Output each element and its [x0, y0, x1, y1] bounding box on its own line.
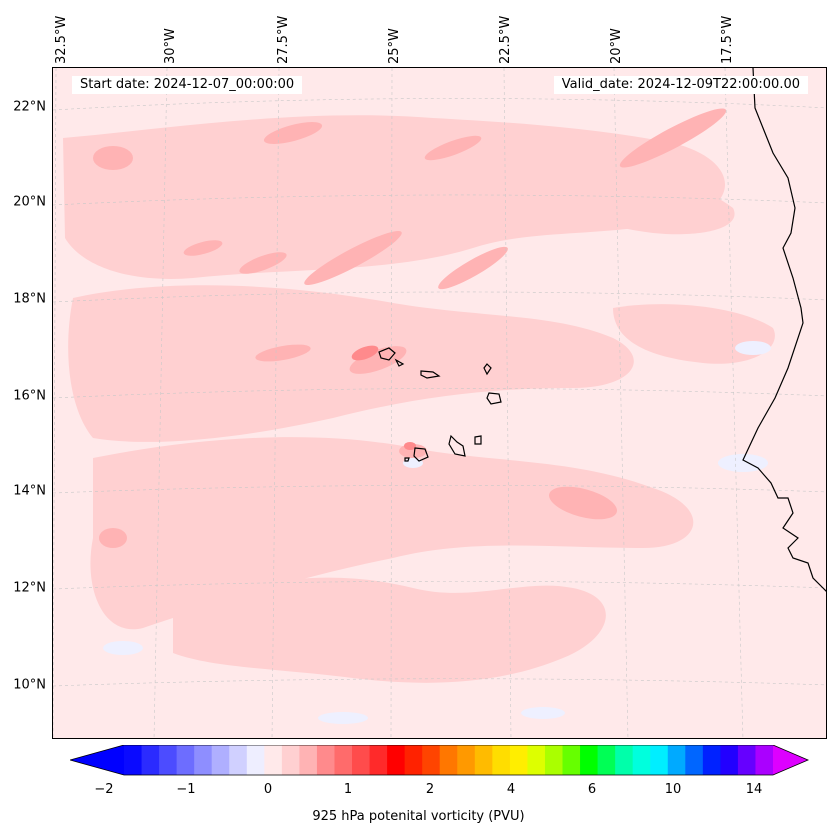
colorbar-cell [176, 745, 195, 775]
colorbar-tick-4: 4 [506, 782, 516, 797]
colorbar-cell [194, 745, 213, 775]
colorbar-under-arrow [70, 745, 124, 775]
colorbar-cell [737, 745, 757, 775]
colorbar-cell [229, 745, 248, 775]
colorbar-tick-6: 6 [587, 782, 597, 797]
colorbar-cell [650, 745, 669, 775]
colorbar-tick-0: 0 [263, 782, 273, 797]
colorbar-tick-1: 1 [343, 782, 353, 797]
pv-negative-areas [103, 341, 771, 724]
colorbar-cell [527, 745, 546, 775]
colorbar-cell [615, 745, 634, 775]
lon-label-22.5w: 22.5°W [498, 15, 513, 64]
colorbar-cell [299, 745, 318, 775]
colorbar-cell [211, 745, 230, 775]
valid-date-label: Valid_date: 2024-12-09T22:00:00.00 [553, 76, 808, 94]
lon-label-27.5w: 27.5°W [276, 15, 291, 64]
lat-label-14n: 14°N [13, 483, 46, 499]
colorbar [70, 745, 810, 776]
lon-label-30w: 30°W [163, 28, 178, 64]
colorbar-cells [124, 745, 774, 775]
colorbar-cell [439, 745, 458, 775]
pv-mid-areas [93, 108, 727, 548]
colorbar-outline [70, 745, 810, 776]
colorbar-over-arrow [773, 745, 808, 775]
colorbar-cell [492, 745, 511, 775]
colorbar-cell [544, 745, 564, 775]
start-date-label: Start date: 2024-12-07_00:00:00 [72, 76, 303, 94]
colorbar-tick-2: 2 [425, 782, 435, 797]
cape-verde-islands [378, 347, 502, 462]
lat-label-16n: 16°N [13, 388, 46, 404]
colorbar-cell [685, 745, 704, 775]
colorbar-cell [404, 745, 423, 775]
colorbar-cell [562, 745, 581, 775]
pv-light-areas [63, 115, 775, 683]
colorbar-tick-14: 14 [745, 782, 763, 797]
colorbar-cell [246, 745, 265, 775]
graticule [53, 68, 826, 738]
lat-label-18n: 18°N [13, 291, 46, 307]
colorbar-cell [159, 745, 178, 775]
lat-label-22n: 22°N [13, 99, 46, 115]
lon-label-17.5w: 17.5°W [720, 15, 735, 64]
lat-label-20n: 20°N [13, 194, 46, 210]
colorbar-cell [264, 745, 283, 775]
africa-coastline [742, 68, 826, 592]
colorbar-cell [369, 745, 388, 775]
colorbar-cell [755, 745, 774, 775]
colorbar-cell [702, 745, 721, 775]
lat-label-10n: 10°N [13, 677, 46, 693]
colorbar-cell [387, 745, 406, 775]
colorbar-cell [457, 745, 476, 775]
colorbar-tick-10: 10 [664, 782, 682, 797]
map-panel[interactable]: Start date: 2024-12-07_00:00:00 Valid_da… [52, 67, 827, 739]
lon-label-20w: 20°W [609, 28, 624, 64]
colorbar-cell [281, 745, 300, 775]
lat-label-12n: 12°N [13, 580, 46, 596]
pv-field [53, 68, 826, 738]
colorbar-cell [141, 745, 160, 775]
colorbar-cell [632, 745, 651, 775]
colorbar-tick-neg2: −2 [94, 782, 114, 797]
colorbar-cell [316, 745, 336, 775]
lon-label-25w: 25°W [387, 28, 402, 64]
colorbar-cell [422, 745, 441, 775]
colorbar-cell [509, 745, 529, 775]
colorbar-cell [597, 745, 616, 775]
colorbar-cell [352, 745, 371, 775]
colorbar-cell [474, 745, 493, 775]
colorbar-cell [124, 745, 143, 775]
colorbar-label: 925 hPa potenital vorticity (PVU) [312, 809, 525, 824]
pv-strong-areas [351, 345, 416, 450]
lon-label-32.5w: 32.5°W [54, 15, 69, 64]
colorbar-tick-neg1: −1 [176, 782, 196, 797]
colorbar-cell [667, 745, 686, 775]
colorbar-cell [720, 745, 739, 775]
colorbar-cell [334, 745, 353, 775]
colorbar-cell [580, 745, 599, 775]
